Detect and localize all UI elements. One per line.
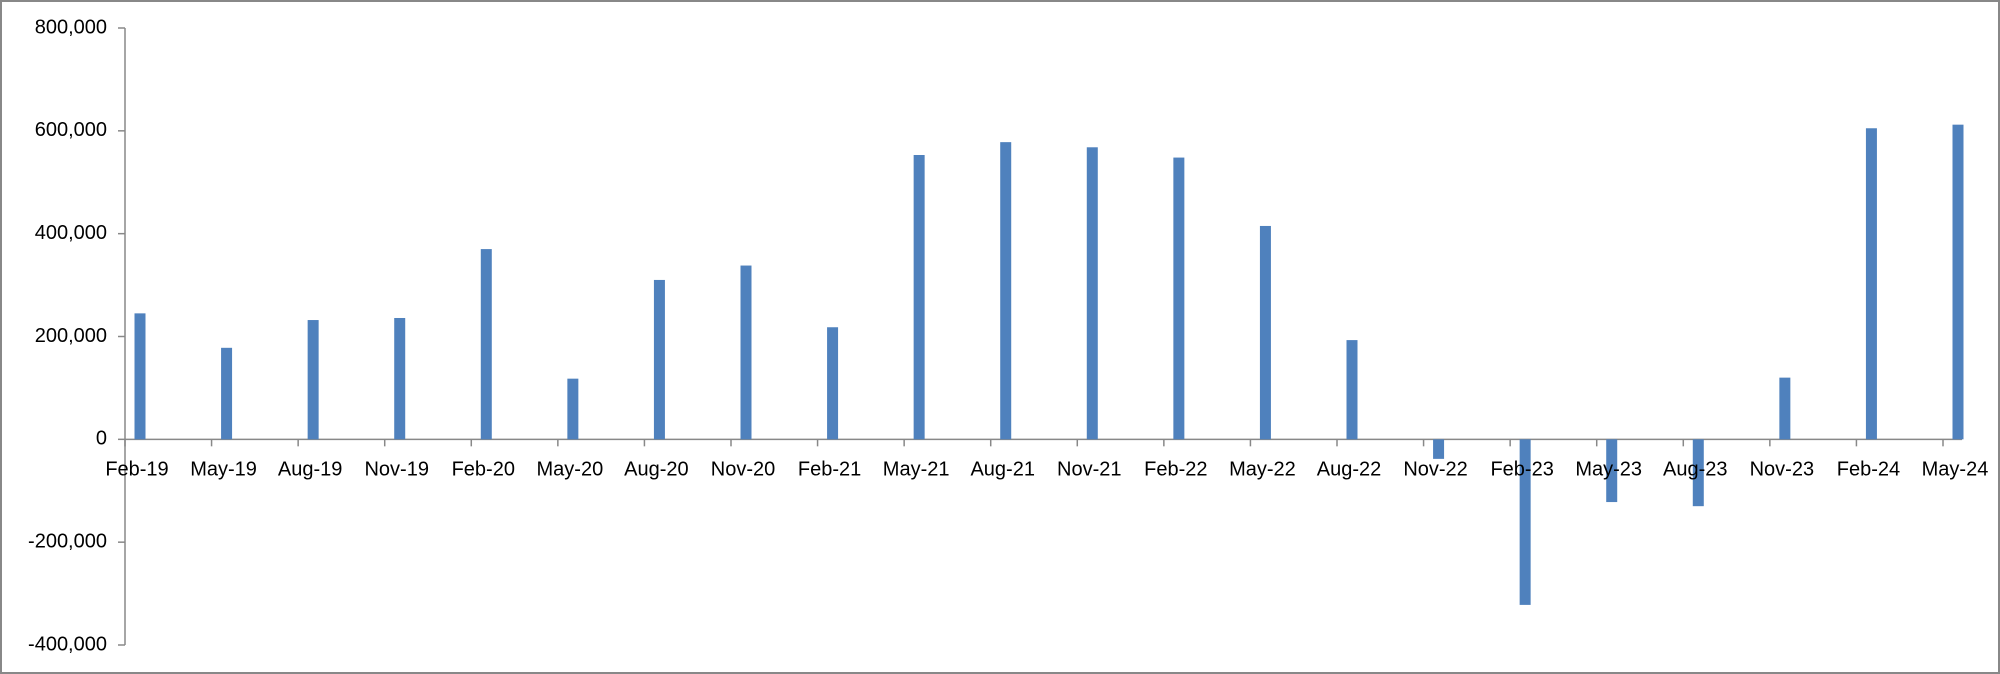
x-tick-label: Nov-21 xyxy=(1057,459,1121,481)
x-tick-label: Nov-20 xyxy=(711,459,775,481)
bar xyxy=(134,313,146,440)
y-tick-label: -200,000 xyxy=(28,530,107,552)
x-tick-label: Aug-19 xyxy=(278,459,343,481)
x-tick-label: Nov-19 xyxy=(364,459,428,481)
x-tick-label: May-21 xyxy=(883,459,950,481)
bar xyxy=(913,154,925,440)
x-tick-label: May-23 xyxy=(1575,459,1642,481)
x-tick-label: Aug-21 xyxy=(970,459,1035,481)
bar xyxy=(221,347,233,440)
bar xyxy=(740,265,752,440)
bar xyxy=(1865,128,1877,440)
y-tick-label: 600,000 xyxy=(35,119,107,141)
bar xyxy=(1433,439,1445,459)
bar xyxy=(394,317,406,440)
bar xyxy=(1173,157,1185,440)
bar xyxy=(827,327,839,440)
bar xyxy=(653,279,665,440)
bar xyxy=(567,378,579,440)
bar xyxy=(307,320,319,440)
bar xyxy=(1606,439,1618,503)
bar xyxy=(1259,225,1271,440)
x-tick-label: May-24 xyxy=(1922,459,1989,481)
bar xyxy=(1779,377,1791,440)
x-tick-label: May-20 xyxy=(537,459,604,481)
x-tick-label: Nov-22 xyxy=(1403,459,1467,481)
x-tick-label: Aug-23 xyxy=(1663,459,1728,481)
bar xyxy=(1692,439,1704,507)
x-tick-label: Feb-23 xyxy=(1490,459,1553,481)
bar xyxy=(1346,340,1358,440)
y-tick-label: 400,000 xyxy=(35,222,107,244)
y-tick-label: 0 xyxy=(96,428,107,450)
x-tick-label: Feb-20 xyxy=(452,459,515,481)
y-tick-label: 200,000 xyxy=(35,325,107,347)
bar xyxy=(480,249,492,440)
bar xyxy=(1952,124,1964,440)
y-tick-label: 800,000 xyxy=(35,16,107,38)
x-tick-label: Aug-20 xyxy=(624,459,689,481)
x-tick-label: Nov-23 xyxy=(1750,459,1814,481)
x-tick-label: May-19 xyxy=(190,459,257,481)
x-tick-label: May-22 xyxy=(1229,459,1296,481)
y-tick-label: -400,000 xyxy=(28,633,107,655)
bar xyxy=(1086,147,1098,440)
bar xyxy=(1519,439,1531,605)
x-tick-label: Aug-22 xyxy=(1317,459,1382,481)
x-tick-label: Feb-22 xyxy=(1144,459,1207,481)
bar xyxy=(1000,142,1012,440)
x-tick-label: Feb-21 xyxy=(798,459,861,481)
x-tick-label: Feb-19 xyxy=(105,459,168,481)
x-tick-label: Feb-24 xyxy=(1837,459,1900,481)
